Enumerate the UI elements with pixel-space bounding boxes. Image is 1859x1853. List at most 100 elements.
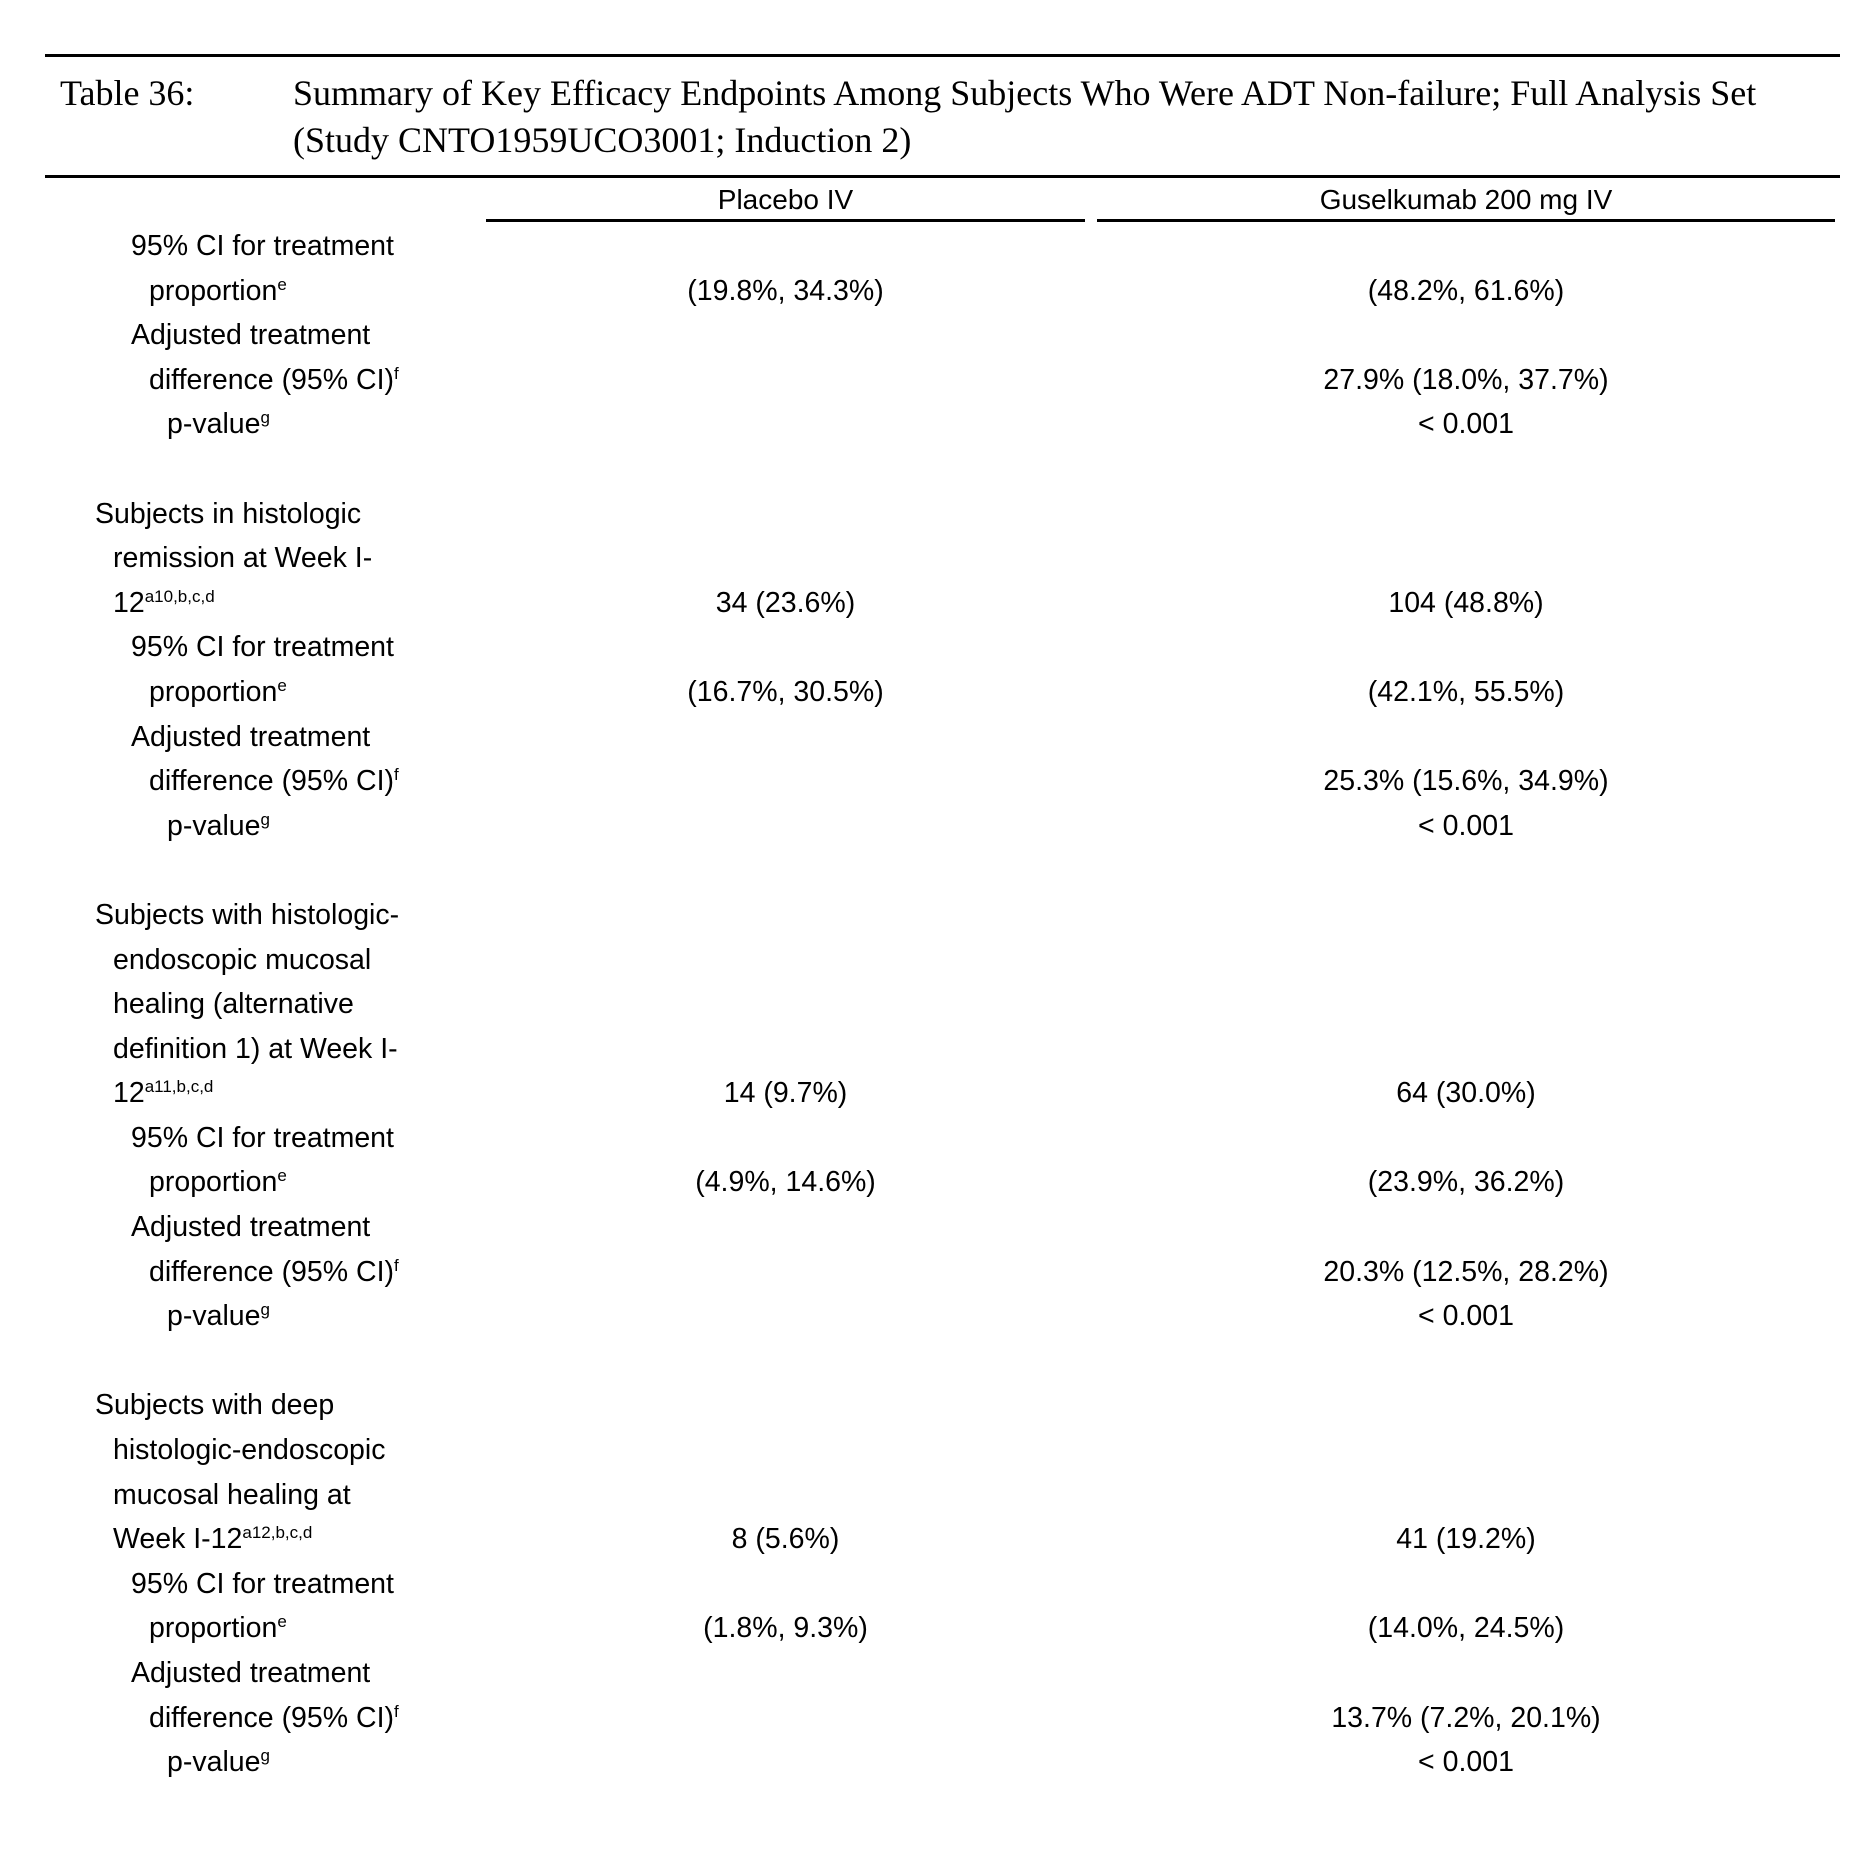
footnote-marker: e — [277, 1166, 286, 1185]
row-label-text: endoscopic mucosal — [113, 944, 371, 976]
cell-placebo: (16.7%, 30.5%) — [486, 670, 1085, 715]
row-label-text: p-value — [167, 1746, 260, 1778]
table-row: 95% CI for treatment — [0, 1562, 1859, 1607]
table-row: histologic-endoscopic — [0, 1428, 1859, 1473]
table-row: 95% CI for treatment — [0, 625, 1859, 670]
cell-guselkumab: (42.1%, 55.5%) — [1097, 670, 1835, 715]
table-row: healing (alternative — [0, 982, 1859, 1027]
table-row: proportione (16.7%, 30.5%) (42.1%, 55.5%) — [0, 670, 1859, 715]
table-row: Subjects with histologic- — [0, 893, 1859, 938]
cell-guselkumab: (23.9%, 36.2%) — [1097, 1160, 1835, 1205]
row-label-text: mucosal healing at — [113, 1479, 351, 1511]
row-label-text: 95% CI for treatment — [131, 230, 394, 262]
row-label: proportione — [149, 1160, 287, 1205]
row-label: definition 1) at Week I- — [113, 1027, 398, 1072]
row-label-text: proportion — [149, 1612, 277, 1644]
row-label-text: 95% CI for treatment — [131, 1568, 394, 1600]
table-number: Table 36: — [60, 70, 194, 117]
row-label-text: difference (95% CI) — [149, 1702, 394, 1734]
row-label: Subjects with deep — [95, 1383, 334, 1428]
table-row: proportione(19.8%, 34.3%)(48.2%, 61.6%) — [0, 269, 1859, 314]
row-label: 95% CI for treatment — [131, 224, 394, 269]
cell-guselkumab: (14.0%, 24.5%) — [1097, 1606, 1835, 1651]
footnote-marker: f — [394, 765, 399, 784]
footnote-marker: g — [260, 1300, 269, 1319]
table-row: proportione(4.9%, 14.6%)(23.9%, 36.2%) — [0, 1160, 1859, 1205]
row-label-text: healing (alternative — [113, 988, 354, 1020]
cell-guselkumab: < 0.001 — [1097, 402, 1835, 447]
row-label-text: Adjusted treatment — [131, 1211, 370, 1243]
cell-guselkumab: 41 (19.2%) — [1097, 1517, 1835, 1562]
row-label: Subjects with histologic- — [95, 893, 399, 938]
table-row: p-valueg< 0.001 — [0, 804, 1859, 849]
table-row: Subjects in histologic — [0, 492, 1859, 537]
table-row: 95% CI for treatment — [0, 224, 1859, 269]
table-row: Subjects with deep — [0, 1383, 1859, 1428]
row-label: Adjusted treatment — [131, 1205, 370, 1250]
cell-placebo: 14 (9.7%) — [486, 1071, 1085, 1116]
row-label: proportione — [149, 1606, 287, 1651]
row-label-text: Subjects in histologic — [95, 498, 361, 530]
row-label: Adjusted treatment — [131, 715, 370, 760]
row-label: 12a10,b,c,d — [113, 581, 215, 626]
cell-placebo: 34 (23.6%) — [486, 581, 1085, 626]
row-label-text: 12 — [113, 587, 145, 619]
cell-placebo: 8 (5.6%) — [486, 1517, 1085, 1562]
cell-guselkumab: 64 (30.0%) — [1097, 1071, 1835, 1116]
row-label-text: 95% CI for treatment — [131, 631, 394, 663]
header-rule — [45, 175, 1840, 178]
row-label-text: remission at Week I- — [113, 542, 372, 574]
table-row — [0, 848, 1859, 893]
row-label: histologic-endoscopic — [113, 1428, 386, 1473]
table-row: p-valueg < 0.001 — [0, 402, 1859, 447]
row-label: p-valueg — [167, 402, 270, 447]
row-label: difference (95% CI)f — [149, 1696, 399, 1741]
table-row: p-valueg < 0.001 — [0, 1294, 1859, 1339]
row-label: proportione — [149, 670, 287, 715]
cell-guselkumab: < 0.001 — [1097, 804, 1835, 849]
row-label: endoscopic mucosal — [113, 938, 371, 983]
row-label-text: p-value — [167, 1300, 260, 1332]
row-label-text: 95% CI for treatment — [131, 1122, 394, 1154]
table-row: Adjusted treatment — [0, 1205, 1859, 1250]
cell-placebo: (1.8%, 9.3%) — [486, 1606, 1085, 1651]
row-label: Week I-12a12,b,c,d — [113, 1517, 312, 1562]
table-row: endoscopic mucosal — [0, 938, 1859, 983]
row-label: p-valueg — [167, 1740, 270, 1785]
row-label: Subjects in histologic — [95, 492, 361, 537]
cell-guselkumab: < 0.001 — [1097, 1294, 1835, 1339]
row-label: p-valueg — [167, 1294, 270, 1339]
cell-guselkumab: 104 (48.8%) — [1097, 581, 1835, 626]
table-row: 12a10,b,c,d 34 (23.6%) 104 (48.8%) — [0, 581, 1859, 626]
footnote-marker: a12,b,c,d — [242, 1523, 312, 1542]
row-label-text: proportion — [149, 676, 277, 708]
row-label: mucosal healing at — [113, 1473, 351, 1518]
footnote-marker: a10,b,c,d — [145, 587, 215, 606]
row-label: 95% CI for treatment — [131, 1116, 394, 1161]
column-header-placebo: Placebo IV — [486, 180, 1085, 220]
table-row: difference (95% CI)f27.9% (18.0%, 37.7%) — [0, 358, 1859, 403]
footnote-marker: f — [394, 364, 399, 383]
table-row: Adjusted treatment — [0, 1651, 1859, 1696]
table-row: p-valueg < 0.001 — [0, 1740, 1859, 1785]
cell-guselkumab: 25.3% (15.6%, 34.9%) — [1097, 759, 1835, 804]
row-label: Adjusted treatment — [131, 313, 370, 358]
cell-guselkumab: < 0.001 — [1097, 1740, 1835, 1785]
table-row: Adjusted treatment — [0, 715, 1859, 760]
row-label-text: Subjects with deep — [95, 1389, 334, 1421]
footnote-marker: f — [394, 1702, 399, 1721]
top-rule — [45, 54, 1840, 57]
table-row — [0, 447, 1859, 492]
row-label-text: difference (95% CI) — [149, 765, 394, 797]
footnote-marker: e — [277, 1612, 286, 1631]
table-body: 95% CI for treatment proportione(19.8%, 3… — [0, 224, 1859, 1785]
footnote-marker: e — [277, 275, 286, 294]
row-label-text: Adjusted treatment — [131, 319, 370, 351]
row-label: remission at Week I- — [113, 536, 372, 581]
footnote-marker: g — [260, 408, 269, 427]
row-label-text: difference (95% CI) — [149, 1256, 394, 1288]
table-row: difference (95% CI)f20.3% (12.5%, 28.2%) — [0, 1250, 1859, 1295]
table-row: difference (95% CI)f 25.3% (15.6%, 34.9%) — [0, 759, 1859, 804]
row-label: 95% CI for treatment — [131, 1562, 394, 1607]
row-label-text: Adjusted treatment — [131, 1657, 370, 1689]
